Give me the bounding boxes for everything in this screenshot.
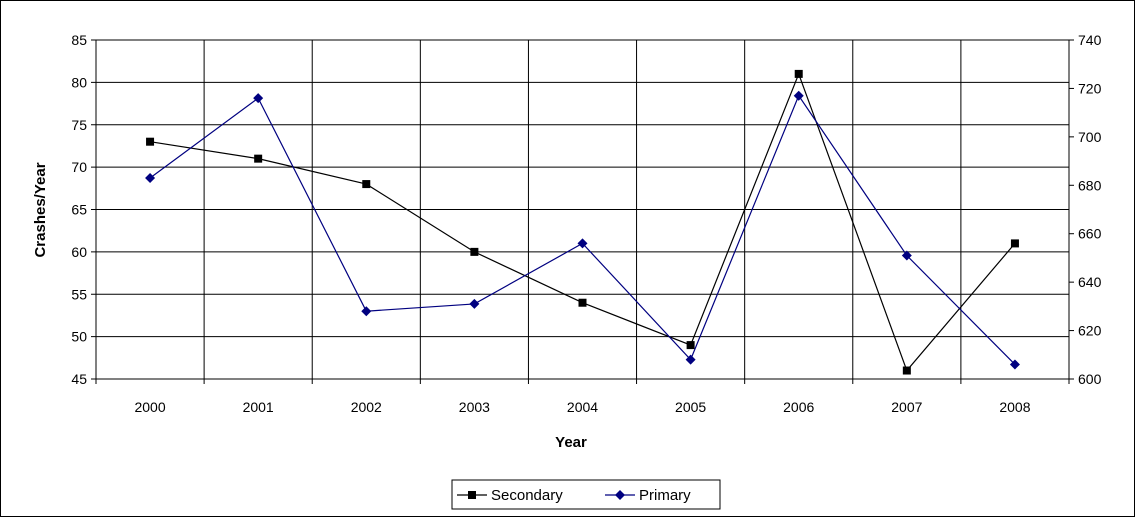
series-primary: [145, 90, 1020, 370]
right-tick-label: 700: [1078, 129, 1102, 145]
left-tick-label: 50: [71, 329, 87, 345]
data-point: [254, 154, 263, 163]
right-tick-label: 680: [1078, 177, 1102, 193]
left-tick-label: 55: [71, 286, 87, 302]
data-point: [577, 238, 588, 249]
data-point: [469, 298, 480, 309]
right-tick-label: 620: [1078, 323, 1102, 339]
x-tick-label: 2000: [134, 399, 165, 415]
y-axis-title: Crashes/Year: [32, 162, 49, 257]
right-tick-label: 600: [1078, 371, 1102, 387]
data-point: [902, 366, 911, 375]
x-tick-label: 2004: [567, 399, 598, 415]
series-layer: [145, 69, 1020, 375]
right-axis: 600 620 640 660 680 700 720 740: [1069, 32, 1102, 387]
x-axis: 2000 2001 2002 2003 2004 2005 2006 2007 2008: [95, 379, 1070, 415]
legend-label: Secondary: [491, 487, 563, 504]
left-tick-label: 45: [71, 371, 87, 387]
right-tick-label: 660: [1078, 226, 1102, 242]
right-tick-label: 640: [1078, 274, 1102, 290]
legend-item-primary: Primary: [605, 487, 691, 504]
gridlines: [96, 40, 1069, 379]
data-point: [253, 93, 264, 104]
data-point: [793, 90, 804, 101]
x-tick-label: 2007: [891, 399, 922, 415]
data-point: [901, 250, 912, 261]
right-tick-label: 740: [1078, 32, 1102, 48]
left-tick-label: 80: [71, 74, 87, 90]
data-point: [145, 173, 156, 184]
x-tick-label: 2003: [459, 399, 490, 415]
left-tick-label: 85: [71, 32, 87, 48]
legend-label: Primary: [639, 487, 691, 504]
data-point: [361, 306, 372, 317]
data-point: [685, 354, 696, 365]
left-axis: 45 50 55 60 65 70 75 80 85: [71, 32, 96, 387]
left-tick-label: 65: [71, 202, 87, 218]
data-point: [362, 180, 371, 189]
legend-item-secondary: Secondary: [457, 487, 563, 504]
data-point: [1009, 359, 1020, 370]
data-point: [1010, 239, 1019, 248]
data-point: [794, 69, 803, 78]
x-tick-label: 2001: [243, 399, 274, 415]
data-point: [686, 341, 695, 350]
left-tick-label: 75: [71, 117, 87, 133]
x-tick-label: 2005: [675, 399, 706, 415]
x-tick-label: 2008: [999, 399, 1030, 415]
x-tick-label: 2002: [351, 399, 382, 415]
series-secondary: [146, 69, 1019, 375]
legend-marker: [615, 490, 625, 500]
legend-marker: [468, 491, 476, 499]
left-tick-label: 60: [71, 244, 87, 260]
left-tick-label: 70: [71, 159, 87, 175]
right-tick-label: 720: [1078, 80, 1102, 96]
x-axis-title: Year: [555, 434, 587, 451]
legend-box: [451, 479, 721, 510]
data-point: [470, 247, 479, 256]
data-point: [578, 298, 587, 307]
x-tick-label: 2006: [783, 399, 814, 415]
data-point: [146, 137, 155, 146]
legend: Secondary Primary: [451, 479, 721, 510]
